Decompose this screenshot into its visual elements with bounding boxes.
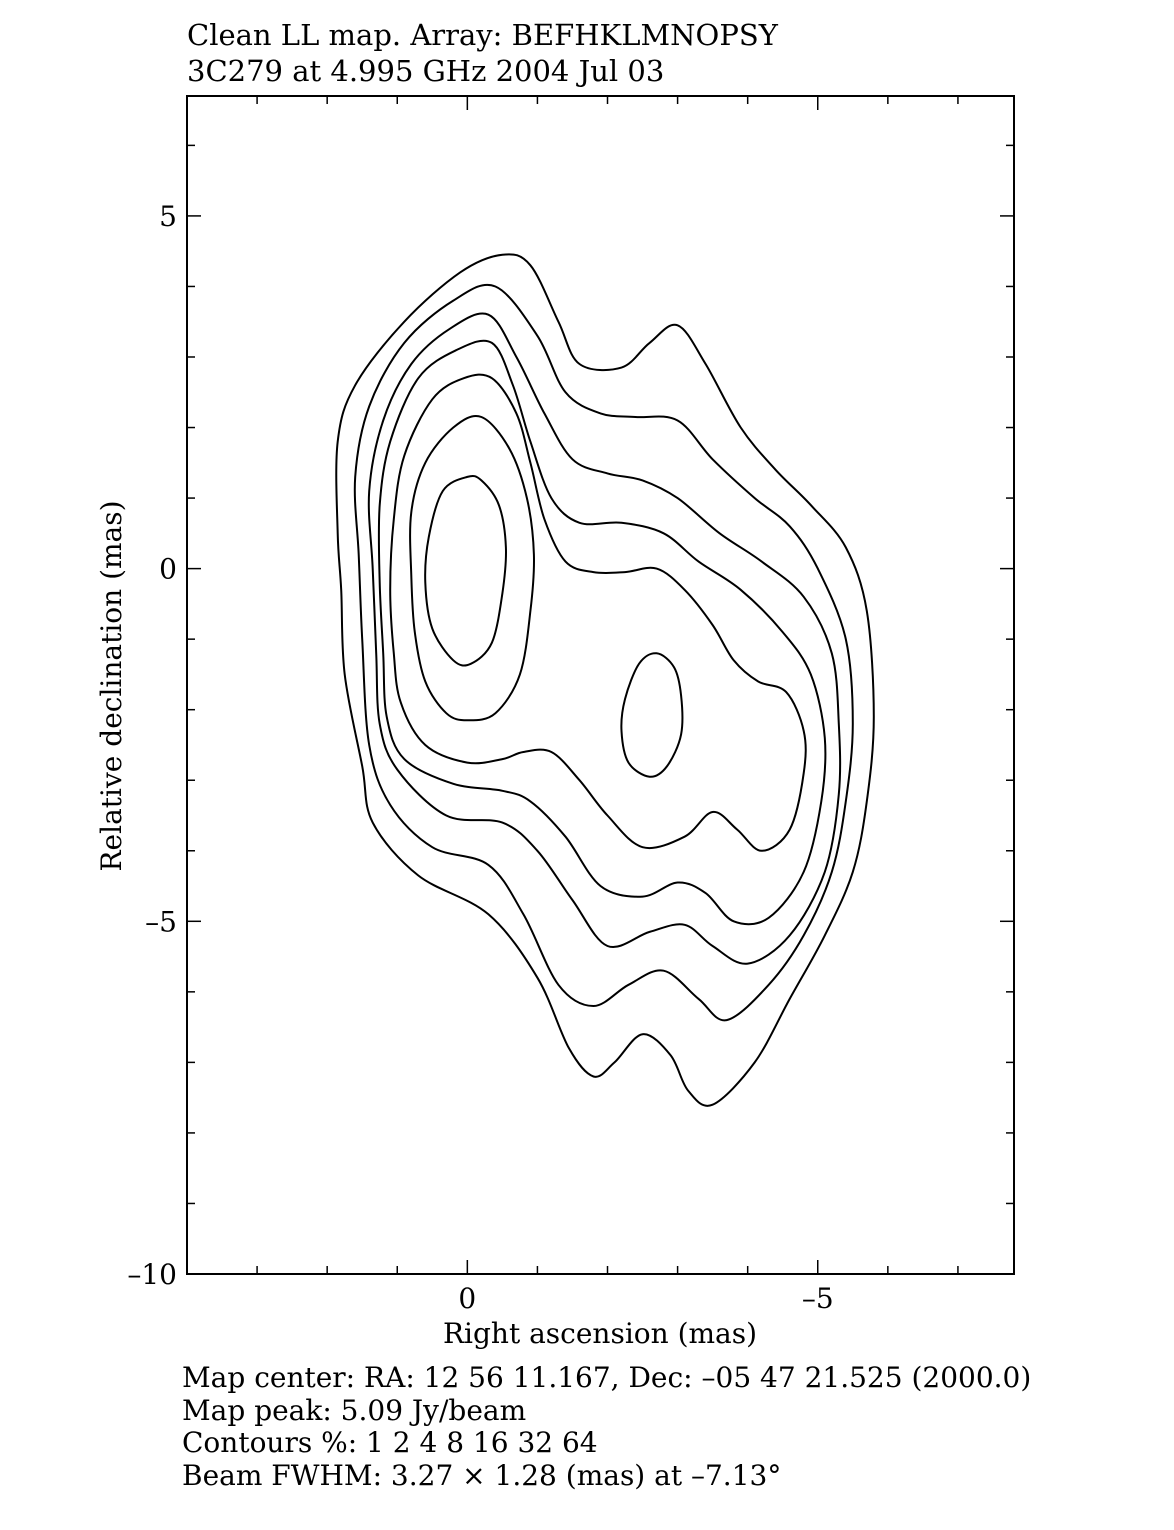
contour-level-32	[409, 415, 536, 722]
contours-text: Contours %: 1 2 4 8 16 32 64	[182, 1426, 598, 1459]
plot-frame	[186, 95, 1015, 1275]
y-tick-label: 5	[159, 200, 177, 233]
contour-level-2	[353, 283, 854, 1022]
x-tick-label: 0	[458, 1282, 476, 1315]
y-axis-label: Relative declination (mas)	[95, 500, 128, 871]
contour-level-16	[389, 373, 807, 852]
map-center-text: Map center: RA: 12 56 11.167, Dec: –05 4…	[182, 1361, 1032, 1394]
y-tick-label: –10	[127, 1258, 177, 1291]
beam-fwhm-text: Beam FWHM: 3.27 × 1.28 (mas) at –7.13°	[182, 1458, 782, 1492]
chart-title-line-2: 3C279 at 4.995 GHz 2004 Jul 03	[187, 54, 665, 88]
map-peak-text: Map peak: 5.09 Jy/beam	[182, 1393, 527, 1427]
y-tick-label: 0	[159, 553, 177, 586]
x-axis-label: Right ascension (mas)	[443, 1317, 757, 1350]
contour-level-64	[620, 652, 684, 778]
map-info: Map center: RA: 12 56 11.167, Dec: –05 4…	[182, 1361, 1032, 1492]
contour-level-1	[335, 253, 875, 1107]
contour-level-64	[424, 474, 508, 667]
contour-level-8	[377, 339, 827, 926]
y-tick-label: –5	[145, 905, 177, 938]
x-tick-label: –5	[802, 1282, 834, 1315]
contour-level-4	[367, 312, 842, 965]
contour-lines	[335, 253, 875, 1107]
axis-ticks	[186, 96, 1014, 1275]
tick-labels: 0 –5 5 0 –5 –10	[127, 200, 833, 1315]
chart-title-line-1: Clean LL map. Array: BEFHKLMNOPSY	[187, 18, 778, 52]
